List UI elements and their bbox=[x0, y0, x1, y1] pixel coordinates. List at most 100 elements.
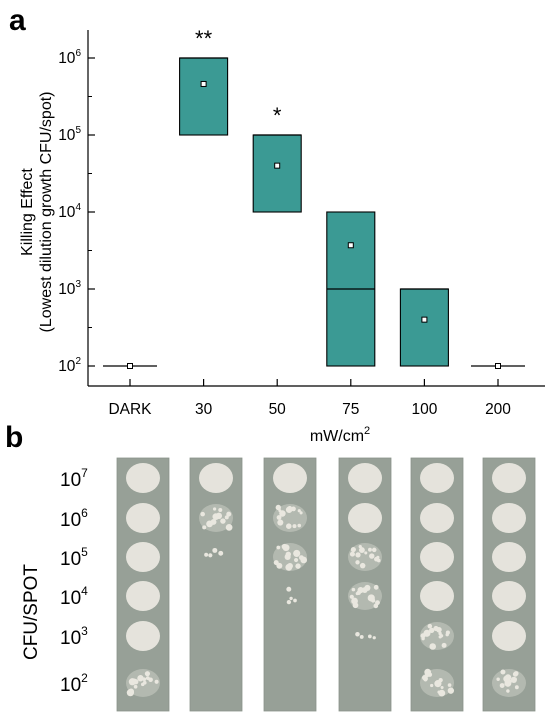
y-tick-label: 102 bbox=[58, 356, 81, 375]
colony-dot bbox=[427, 623, 433, 629]
y-axis-title: Killing Effect (Lowest dilution growth C… bbox=[19, 92, 55, 333]
colony-dot bbox=[286, 586, 292, 592]
colony-dot bbox=[287, 506, 292, 511]
colony-dot bbox=[297, 509, 301, 513]
colony-dot bbox=[297, 523, 302, 528]
panel-a-letter: a bbox=[9, 4, 26, 37]
x-tick-label: 75 bbox=[342, 401, 359, 418]
colony-spot bbox=[420, 463, 454, 493]
colony-dot bbox=[285, 523, 292, 529]
colony-dot bbox=[440, 686, 444, 690]
row-label-base: 10 bbox=[60, 549, 81, 570]
row-label-exponent: 2 bbox=[81, 671, 88, 685]
colony-dot bbox=[371, 598, 376, 603]
row-label: 107 bbox=[60, 466, 88, 491]
significance-label: * bbox=[273, 103, 282, 128]
x-axis-title: mW/cm2 bbox=[310, 425, 370, 445]
colony-dot bbox=[514, 685, 519, 690]
y-axis-title-line1: Killing Effect bbox=[19, 168, 36, 256]
colony-dot bbox=[439, 634, 444, 638]
x-tick-label: 30 bbox=[195, 401, 213, 418]
colony-dot bbox=[277, 519, 284, 526]
x-tick-label: 100 bbox=[411, 401, 437, 418]
colony-dot bbox=[279, 510, 286, 517]
colony-spot bbox=[126, 621, 160, 651]
colony-spot bbox=[126, 463, 160, 493]
colony-dot bbox=[513, 677, 517, 681]
colony-spot bbox=[492, 621, 526, 651]
colony-spot bbox=[492, 503, 526, 533]
row-label: 106 bbox=[60, 506, 88, 531]
colony-dot bbox=[506, 689, 510, 693]
plate-strip-200 bbox=[482, 457, 536, 712]
row-label-base: 10 bbox=[60, 470, 81, 491]
plate-strip-30 bbox=[189, 457, 243, 712]
y-tick-exponent: 4 bbox=[75, 202, 81, 213]
colony-dot bbox=[349, 551, 355, 557]
colony-dot bbox=[299, 511, 303, 515]
row-label-base: 10 bbox=[60, 628, 81, 649]
colony-dot bbox=[284, 553, 291, 560]
colony-dot bbox=[218, 507, 223, 512]
colony-dot bbox=[447, 683, 452, 687]
colony-dot bbox=[372, 636, 376, 640]
colony-dot bbox=[208, 553, 213, 558]
colony-dot bbox=[286, 599, 292, 605]
colony-spot bbox=[126, 542, 160, 572]
colony-dot bbox=[436, 626, 442, 633]
colony-dot bbox=[506, 679, 512, 685]
colony-dot bbox=[351, 587, 356, 592]
box-50: * bbox=[252, 103, 302, 213]
row-label-exponent: 6 bbox=[81, 506, 88, 520]
colony-dot bbox=[131, 678, 138, 684]
colony-dot bbox=[429, 627, 435, 633]
y-tick-label: 105 bbox=[58, 125, 81, 144]
colony-spot bbox=[348, 503, 382, 533]
plate-strip-75 bbox=[338, 457, 392, 712]
row-axis-title: CFU/SPOT bbox=[21, 564, 42, 660]
colony-dot bbox=[371, 547, 377, 553]
row-label: 104 bbox=[60, 584, 88, 609]
colony-dot bbox=[441, 642, 447, 648]
plate-strip bbox=[189, 457, 243, 712]
colony-spot bbox=[420, 503, 454, 533]
row-label: 105 bbox=[60, 545, 88, 570]
colony-dot bbox=[126, 689, 135, 697]
y-tick-base: 10 bbox=[58, 204, 76, 221]
y-tick-label: 103 bbox=[58, 279, 81, 298]
colony-dot bbox=[430, 683, 434, 688]
y-tick-exponent: 5 bbox=[75, 125, 81, 136]
y-tick-base: 10 bbox=[58, 127, 76, 144]
colony-dot bbox=[429, 643, 437, 650]
x-axis: DARK 30 50 75 100 200 bbox=[88, 379, 545, 418]
row-axis-title-text: CFU/SPOT bbox=[21, 564, 42, 660]
colony-dot bbox=[355, 560, 360, 565]
colony-dot bbox=[364, 584, 371, 591]
colony-dot bbox=[291, 506, 296, 512]
colony-dot bbox=[202, 525, 207, 530]
colony-dot bbox=[349, 594, 354, 599]
colony-dot bbox=[293, 549, 301, 557]
colony-dot bbox=[218, 550, 224, 556]
colony-dot bbox=[212, 514, 217, 519]
colony-dot bbox=[292, 524, 297, 529]
colony-dot bbox=[513, 671, 519, 676]
colony-dot bbox=[368, 547, 372, 552]
colony-dot bbox=[445, 630, 450, 635]
x-tick-label: 50 bbox=[269, 401, 287, 418]
colony-dot bbox=[359, 634, 364, 639]
colony-dot bbox=[142, 677, 147, 682]
colony-spot bbox=[420, 542, 454, 572]
row-label: 103 bbox=[60, 624, 88, 649]
significance-label: ** bbox=[195, 26, 213, 51]
colony-dot bbox=[278, 509, 282, 513]
colony-dot bbox=[148, 677, 153, 683]
spot-plates bbox=[116, 457, 536, 712]
colony-dot bbox=[293, 557, 299, 563]
colony-dot bbox=[499, 683, 505, 688]
y-tick-base: 10 bbox=[58, 281, 76, 298]
box-DARK bbox=[103, 363, 157, 369]
colony-spot bbox=[492, 581, 526, 611]
colony-dot bbox=[424, 673, 430, 678]
